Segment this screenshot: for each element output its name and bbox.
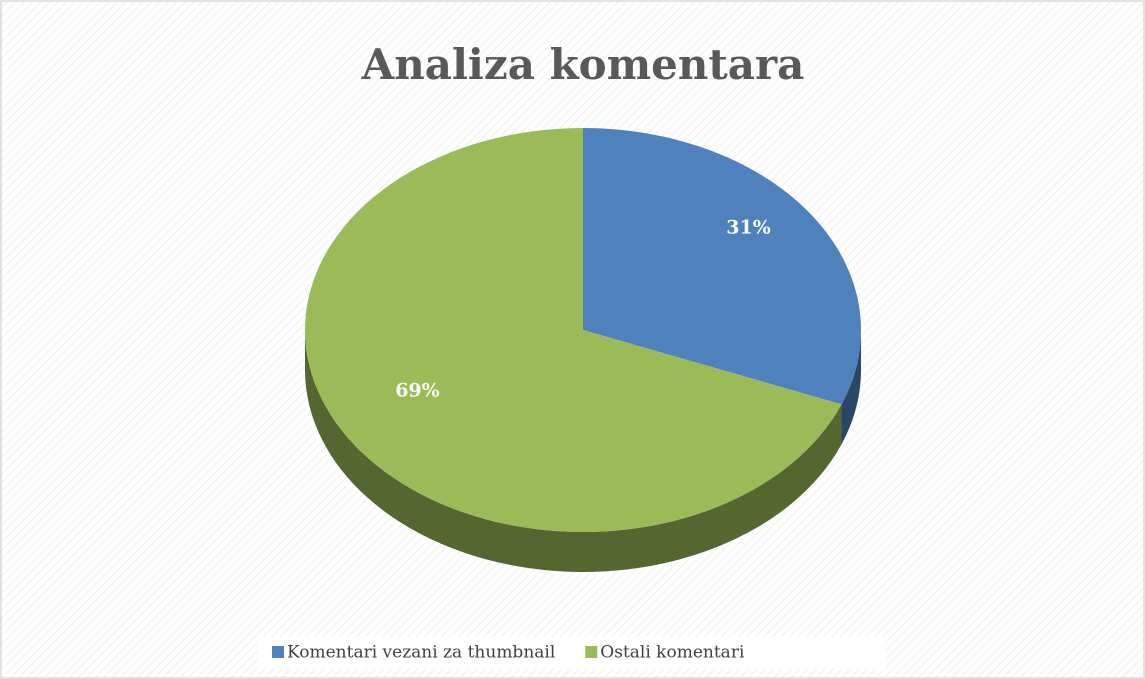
pie: 31% 69% <box>305 128 861 573</box>
legend-label: Komentari vezani za thumbnail <box>287 643 555 663</box>
data-label: 31% <box>726 216 771 238</box>
legend: Komentari vezani za thumbnail Ostali kome… <box>272 643 745 663</box>
legend-swatch <box>272 646 284 658</box>
slice <box>305 128 842 532</box>
legend-box <box>258 637 886 669</box>
legend-label: Ostali komentari <box>600 643 745 663</box>
chart-title: Analiza komentara <box>361 40 805 89</box>
legend-swatch <box>585 646 598 658</box>
data-label: 69% <box>395 380 440 402</box>
slice-side <box>841 330 861 445</box>
slice-side <box>305 330 842 573</box>
slice <box>583 128 861 405</box>
